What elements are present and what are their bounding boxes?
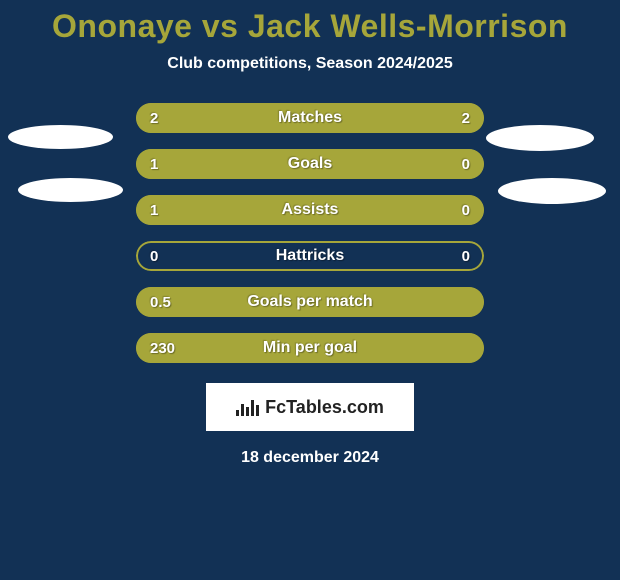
- stat-label: Min per goal: [136, 333, 484, 363]
- stat-label: Matches: [136, 103, 484, 133]
- stat-row: 00Hattricks: [136, 241, 484, 271]
- stat-label: Hattricks: [136, 241, 484, 271]
- logo-text: FcTables.com: [265, 397, 384, 418]
- comparison-card: Ononaye vs Jack Wells-Morrison Club comp…: [0, 0, 620, 580]
- stat-row: 10Assists: [136, 195, 484, 225]
- stat-label: Goals: [136, 149, 484, 179]
- stat-row: 0.5Goals per match: [136, 287, 484, 317]
- avatar-left: [18, 178, 123, 202]
- page-title: Ononaye vs Jack Wells-Morrison: [0, 8, 620, 45]
- stat-label: Goals per match: [136, 287, 484, 317]
- stats-column: 22Matches 10Goals 10Assists 00Hattricks 0.5G…: [136, 103, 484, 363]
- stat-row: 230Min per goal: [136, 333, 484, 363]
- logo-bars-icon: [236, 398, 259, 416]
- avatar-left: [8, 125, 113, 149]
- stat-row: 22Matches: [136, 103, 484, 133]
- avatar-right: [498, 178, 606, 204]
- avatar-right: [486, 125, 594, 151]
- stat-row: 10Goals: [136, 149, 484, 179]
- subtitle: Club competitions, Season 2024/2025: [0, 55, 620, 73]
- site-logo: FcTables.com: [206, 383, 414, 431]
- date-text: 18 december 2024: [0, 449, 620, 467]
- stat-label: Assists: [136, 195, 484, 225]
